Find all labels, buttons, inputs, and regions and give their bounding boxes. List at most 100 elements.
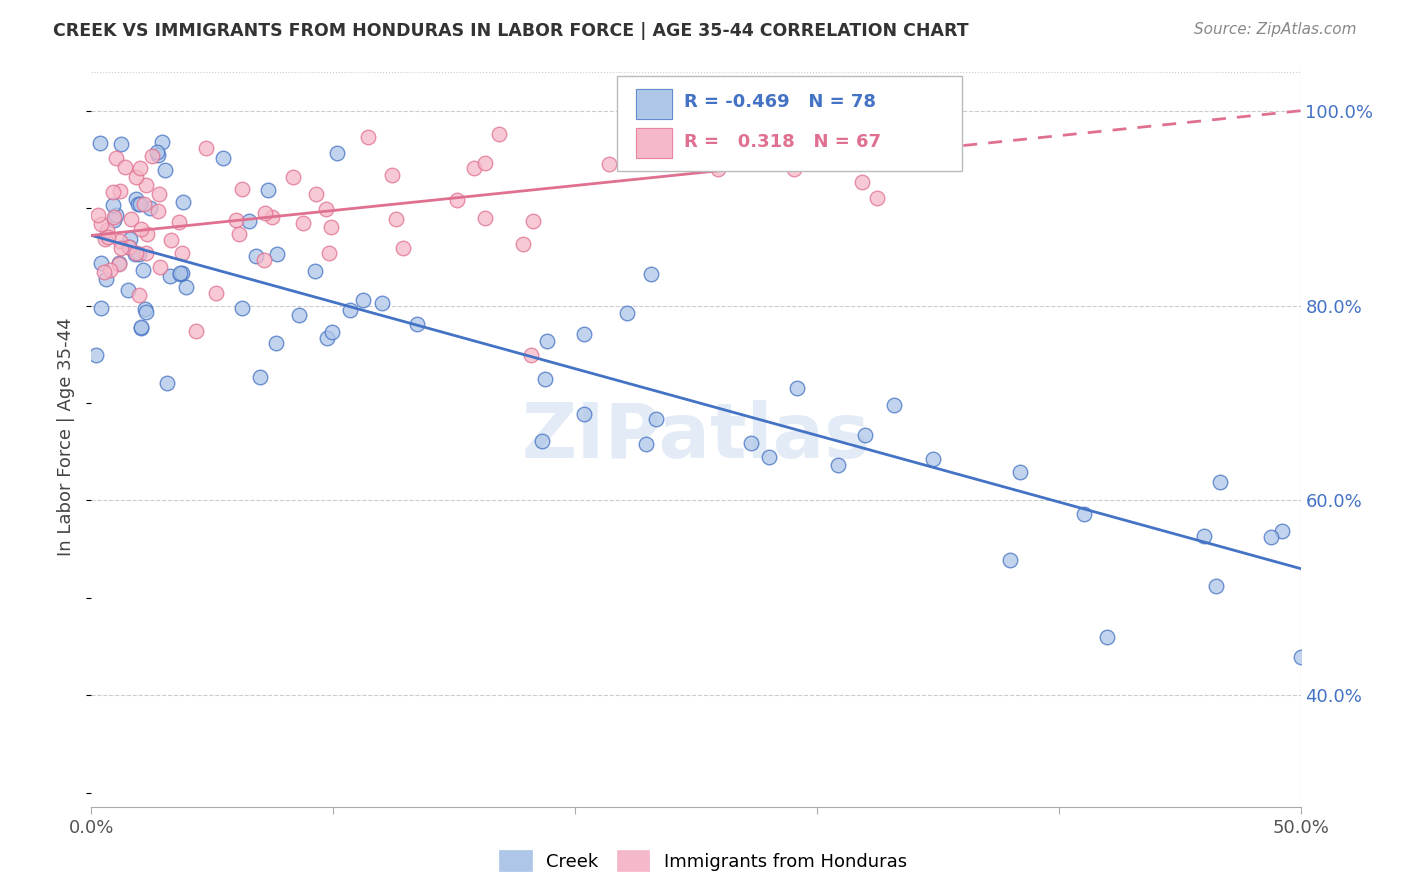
Point — [522, 213, 544, 227]
Point — [740, 436, 762, 450]
Point — [129, 321, 152, 335]
Point — [634, 437, 657, 451]
Point — [281, 170, 304, 185]
Point — [135, 227, 157, 241]
Point — [120, 211, 142, 226]
Point — [321, 220, 343, 235]
Point — [139, 202, 162, 216]
Point — [257, 183, 280, 197]
Point — [249, 370, 271, 384]
Point — [406, 317, 429, 331]
Point — [225, 212, 247, 227]
Point — [1205, 579, 1227, 593]
Point — [212, 151, 235, 165]
Point — [128, 246, 150, 260]
Point — [104, 208, 127, 222]
Point — [446, 194, 468, 208]
Point — [134, 301, 156, 316]
Point — [321, 325, 343, 339]
Point — [645, 412, 668, 426]
Point — [169, 215, 191, 229]
Legend: Creek, Immigrants from Honduras: Creek, Immigrants from Honduras — [492, 843, 914, 879]
Point — [105, 151, 128, 165]
Point — [172, 194, 194, 209]
Point — [129, 197, 152, 211]
Point — [1008, 466, 1031, 480]
Point — [118, 239, 141, 253]
Point — [253, 252, 276, 267]
Point — [474, 211, 496, 226]
Point — [669, 94, 692, 108]
Text: R =   0.318   N = 67: R = 0.318 N = 67 — [683, 134, 882, 152]
Point — [291, 216, 314, 230]
Point — [103, 212, 125, 227]
Point — [124, 247, 146, 261]
Point — [174, 280, 197, 294]
Point — [129, 221, 152, 235]
Point — [288, 308, 311, 322]
Point — [108, 256, 131, 270]
Point — [1209, 475, 1232, 490]
Point — [921, 451, 943, 466]
Text: R = -0.469   N = 78: R = -0.469 N = 78 — [683, 94, 876, 112]
Point — [783, 162, 806, 177]
Point — [827, 458, 849, 473]
Point — [110, 136, 132, 151]
Point — [1260, 530, 1282, 544]
Point — [260, 211, 283, 225]
Point — [132, 262, 155, 277]
Point — [128, 287, 150, 301]
Bar — [636, 89, 672, 119]
Point — [316, 331, 339, 345]
Point — [110, 234, 132, 248]
Point — [245, 249, 267, 263]
Point — [357, 130, 380, 145]
Point — [534, 372, 557, 386]
Point — [127, 197, 149, 211]
Point — [184, 324, 207, 338]
Point — [110, 241, 132, 255]
Point — [98, 262, 121, 277]
Point — [1271, 524, 1294, 538]
Point — [353, 293, 375, 307]
Bar — [636, 128, 672, 158]
Point — [141, 149, 163, 163]
Point — [1000, 553, 1022, 567]
Point — [149, 260, 172, 275]
Point — [87, 208, 110, 222]
Point — [531, 434, 554, 449]
Point — [315, 202, 337, 216]
Point — [129, 320, 152, 334]
Bar — [636, 89, 672, 119]
Text: CREEK VS IMMIGRANTS FROM HONDURAS IN LABOR FORCE | AGE 35-44 CORRELATION CHART: CREEK VS IMMIGRANTS FROM HONDURAS IN LAB… — [53, 22, 969, 40]
Text: Source: ZipAtlas.com: Source: ZipAtlas.com — [1194, 22, 1357, 37]
Point — [1095, 630, 1118, 644]
Point — [96, 271, 118, 285]
Point — [134, 178, 156, 193]
Point — [318, 246, 340, 260]
Point — [572, 326, 595, 341]
Point — [253, 206, 276, 220]
Point — [231, 182, 253, 196]
Point — [90, 255, 112, 269]
Bar — [636, 128, 672, 158]
Point — [786, 381, 808, 395]
Point — [125, 245, 148, 260]
Point — [1192, 529, 1215, 543]
Point — [84, 347, 107, 361]
Point — [851, 175, 873, 189]
Point — [125, 192, 148, 206]
Point — [108, 184, 131, 198]
Point — [96, 223, 118, 237]
Point — [114, 160, 136, 174]
Point — [846, 127, 869, 141]
Point — [94, 232, 117, 246]
Point — [536, 334, 558, 348]
Point — [384, 211, 406, 226]
Point — [264, 336, 287, 351]
Point — [150, 136, 173, 150]
Point — [205, 285, 228, 300]
Point — [97, 229, 120, 244]
Point — [326, 146, 349, 161]
Point — [169, 266, 191, 280]
